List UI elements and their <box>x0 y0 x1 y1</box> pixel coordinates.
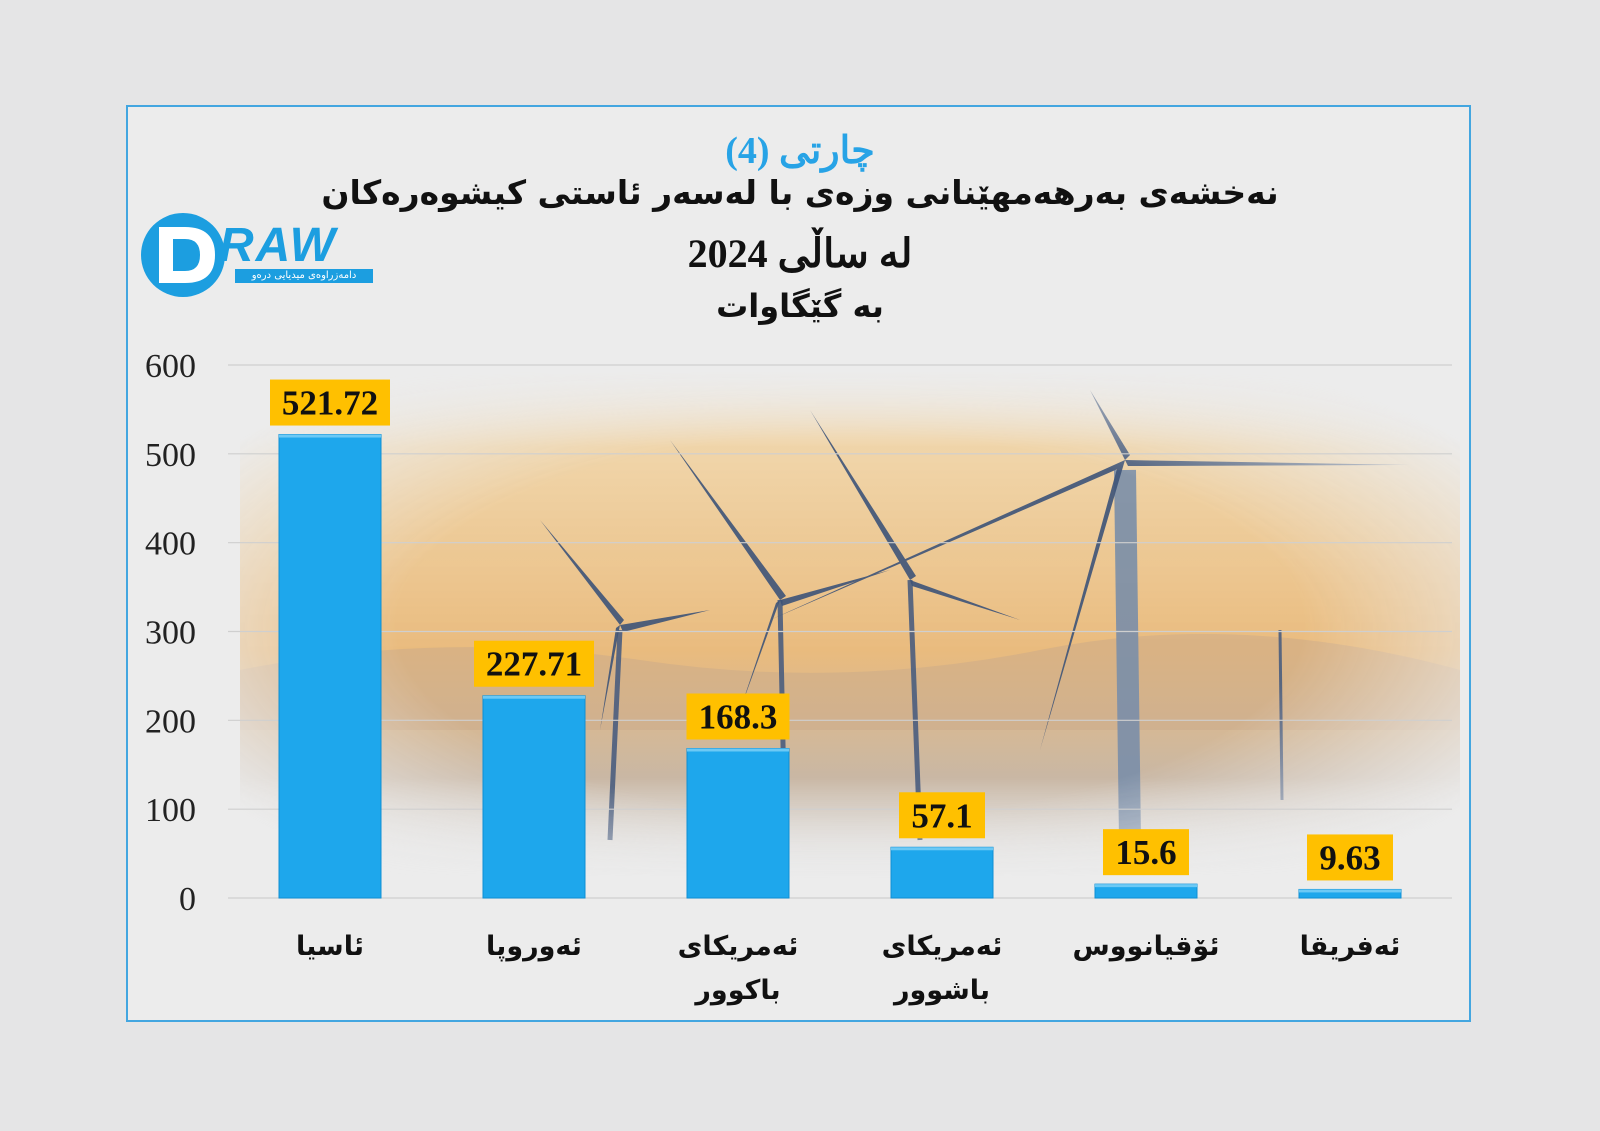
y-tick-label: 0 <box>179 881 196 918</box>
data-label-box <box>270 379 390 426</box>
data-labels: 521.72 227.71 168.3 57.1 15.6 9.63 <box>270 379 1393 881</box>
gridlines <box>228 364 1452 899</box>
bar <box>482 695 586 899</box>
bar <box>686 747 790 899</box>
x-category-label: باشوور <box>892 975 990 1006</box>
data-label-box <box>686 693 790 740</box>
bar-top-highlight <box>1299 889 1401 893</box>
bar-top-highlight <box>279 434 381 438</box>
logo-subtitle: دامەزراوەی میدیایی درەو <box>235 269 373 283</box>
bar-top-highlight <box>483 695 585 699</box>
data-label-box <box>899 792 985 839</box>
x-category-label: ئاسیا <box>296 931 364 962</box>
y-tick-label: 300 <box>145 615 196 652</box>
x-category-label: ئەفریقا <box>1300 931 1401 962</box>
x-category-label: ئەمریکای <box>678 931 799 962</box>
x-category-label: ئۆقیانووس <box>1072 931 1219 962</box>
x-category-label: ئەمریکای <box>882 931 1003 962</box>
x-category-label: باکوور <box>693 975 780 1006</box>
chart-number-label: چارتی (4) <box>725 130 875 172</box>
x-category-label: ئەوروپا <box>486 931 582 962</box>
chart-subtitle-year: لە ساڵی 2024 <box>687 231 913 276</box>
data-label: 9.63 <box>1319 838 1380 877</box>
bar-top-highlight <box>891 847 993 851</box>
y-tick-label: 200 <box>145 703 196 740</box>
chart-subtitle-unit: بە گێگاوات <box>716 287 884 325</box>
bars <box>278 434 1402 899</box>
y-tick-label: 400 <box>145 526 196 563</box>
y-axis-ticks: 0 100 200 300 400 500 600 <box>145 348 196 918</box>
logo-wordmark: RAW <box>219 219 337 272</box>
bar <box>278 434 382 899</box>
chart-title: نەخشەی بەرهەمهێنانی وزەی با لەسەر ئاستی … <box>321 173 1279 212</box>
draw-logo: RAW دامەزراوەی میدیایی درەو <box>137 207 387 303</box>
data-label: 57.1 <box>911 796 972 835</box>
bar-top-highlight <box>1095 884 1197 888</box>
bar-top-highlight <box>687 748 789 752</box>
data-label-box <box>1307 834 1393 881</box>
x-axis-labels: ئاسیا ئەوروپا ئەمریکای باکوور ئەمریکای باشوور… <box>296 931 1400 1006</box>
data-label: 15.6 <box>1115 833 1176 872</box>
data-label-box <box>1103 829 1189 876</box>
wind-turbine-background <box>240 370 1460 880</box>
data-label: 168.3 <box>699 697 778 736</box>
bar <box>890 846 994 899</box>
data-label-box <box>474 640 594 687</box>
y-tick-label: 500 <box>145 437 196 474</box>
y-tick-label: 600 <box>145 348 196 385</box>
data-label: 521.72 <box>282 384 378 423</box>
y-tick-label: 100 <box>145 792 196 829</box>
logo-d-icon <box>141 213 225 297</box>
data-label: 227.71 <box>486 645 582 684</box>
